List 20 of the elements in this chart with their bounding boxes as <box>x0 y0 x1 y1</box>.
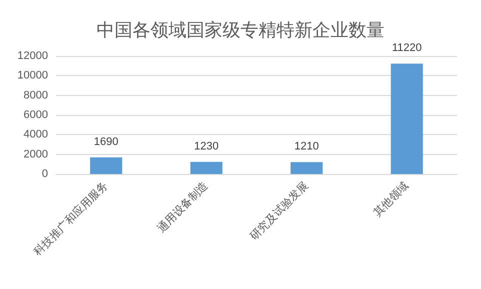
bar <box>290 162 323 174</box>
bar <box>90 157 122 174</box>
bar <box>190 162 222 174</box>
chart-title: 中国各领域国家级专精特新企业数量 <box>96 20 384 40</box>
x-tick-label: 研究及试验发展 <box>247 179 311 243</box>
bar <box>390 64 423 174</box>
y-tick-label: 8000 <box>24 89 48 102</box>
y-tick-label: 4000 <box>24 128 48 141</box>
y-tick-label: 12000 <box>17 50 48 62</box>
x-tick-label: 科技推广和应用服务 <box>31 179 110 258</box>
y-tick-label: 6000 <box>24 109 48 121</box>
x-tick-label: 其他领域 <box>370 179 412 220</box>
x-tick-label: 通用设备制造 <box>154 179 211 235</box>
data-label: 1230 <box>194 140 219 152</box>
data-label: 1690 <box>94 136 118 148</box>
y-tick-label: 2000 <box>24 148 48 160</box>
y-tick-label: 10000 <box>17 70 48 82</box>
y-tick-label: 0 <box>42 168 48 180</box>
data-label: 11220 <box>392 42 422 54</box>
data-label: 1210 <box>294 140 319 153</box>
